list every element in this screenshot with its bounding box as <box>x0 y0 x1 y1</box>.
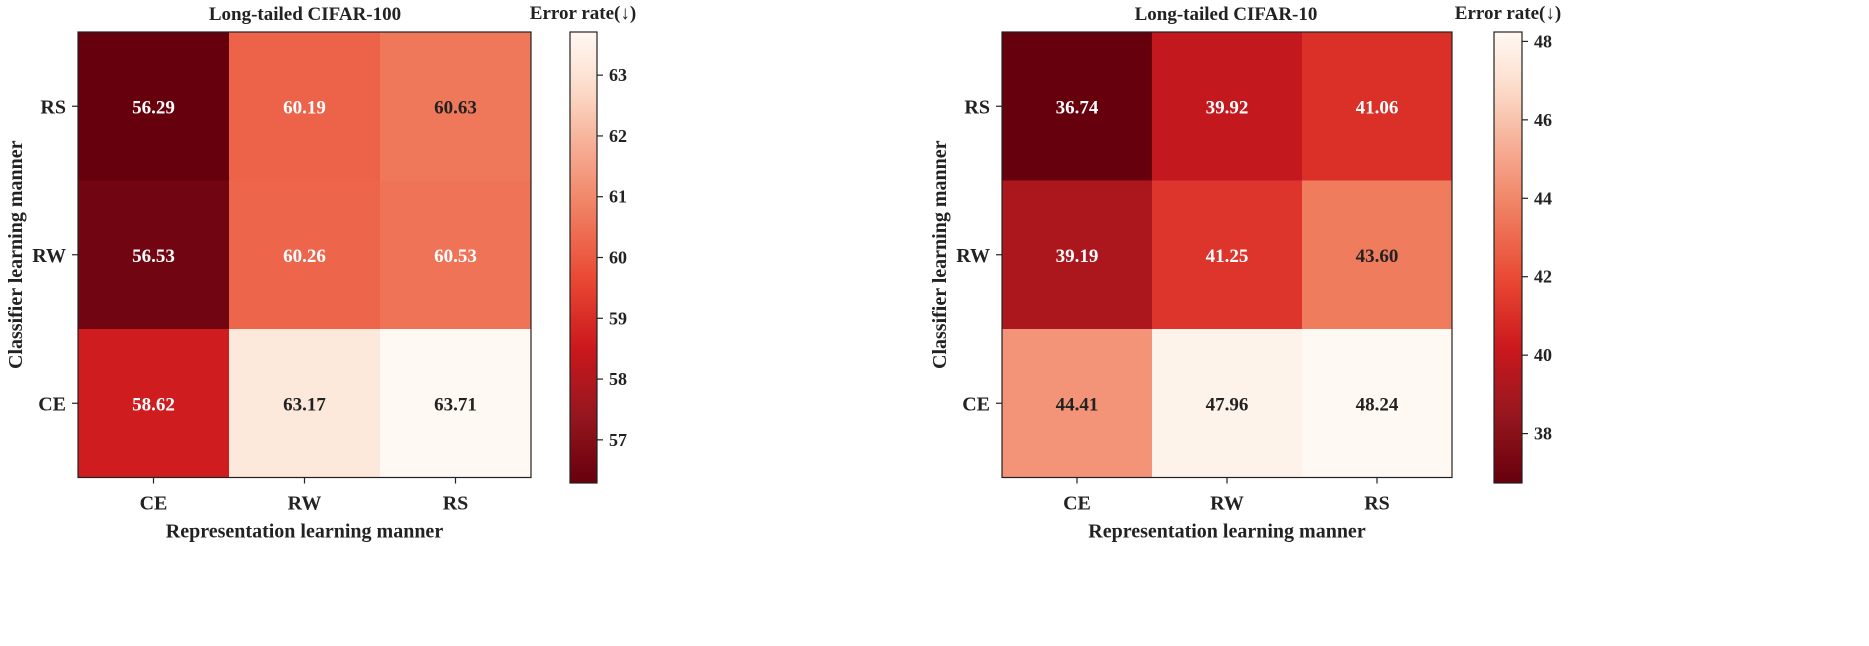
colorbar-tick-label: 63 <box>609 65 627 85</box>
y-axis-label: Classifier learning manner <box>929 140 951 369</box>
heatmap-panel-2: 36.74 39.92 41.06 39.19 41.25 43.60 44.41 47.96… <box>929 3 1561 543</box>
cell-value-label: 60.53 <box>434 246 477 267</box>
y-tick-label: CE <box>962 393 990 415</box>
cell-value-label: 58.62 <box>132 394 175 415</box>
cell-value-label: 36.74 <box>1056 97 1099 118</box>
colorbar-tick-label: 40 <box>1534 345 1552 365</box>
cell-value-label: 43.60 <box>1356 246 1399 267</box>
heatmap-cell <box>380 180 532 330</box>
cell-value-label: 39.19 <box>1056 246 1099 267</box>
y-tick-label: RW <box>956 245 990 267</box>
chart-title: Long-tailed CIFAR-10 <box>1135 4 1318 25</box>
colorbar-tick-label: 44 <box>1534 188 1552 208</box>
heatmap-cell <box>1002 180 1153 330</box>
heatmap-cell <box>1152 329 1303 478</box>
cell-value-label: 41.06 <box>1356 97 1399 118</box>
heatmap-cell <box>78 32 230 181</box>
cell-value-label: 39.92 <box>1206 97 1249 118</box>
cell-value-label: 60.19 <box>283 97 326 118</box>
y-tick-label: RS <box>964 96 990 118</box>
cell-value-label: 47.96 <box>1206 394 1249 415</box>
heatmap-panel-1: 56.29 60.19 60.63 56.53 60.26 60.53 58.62 63.17… <box>5 3 636 543</box>
x-tick-label: RW <box>288 493 322 515</box>
colorbar-label: Error rate(↓) <box>530 3 636 24</box>
colorbar-tick-label: 38 <box>1534 424 1552 444</box>
x-tick-label: CE <box>1063 493 1091 515</box>
cell-value-label: 60.63 <box>434 97 477 118</box>
colorbar-tick-label: 62 <box>609 126 627 146</box>
x-tick-label: CE <box>140 493 168 515</box>
heatmap-cell <box>1152 180 1303 330</box>
heatmap-cell <box>1302 180 1453 330</box>
colorbar-tick-label: 57 <box>609 430 627 450</box>
colorbar-tick-label: 59 <box>609 308 627 328</box>
heatmap-cell <box>1302 32 1453 181</box>
heatmap-cell <box>380 329 532 478</box>
chart-title: Long-tailed CIFAR-100 <box>209 4 401 25</box>
y-tick-label: RW <box>32 245 66 267</box>
x-axis-label: Representation learning manner <box>166 521 444 543</box>
y-tick-label: RS <box>40 96 66 118</box>
colorbar <box>569 31 598 484</box>
heatmap-cell <box>229 329 381 478</box>
x-tick-label: RS <box>443 493 469 515</box>
heatmap-cell <box>380 32 532 181</box>
heatmap-cell <box>78 180 230 330</box>
y-axis-label: Classifier learning manner <box>5 140 27 369</box>
x-tick-label: RW <box>1210 493 1244 515</box>
y-tick-label: CE <box>38 393 66 415</box>
colorbar-tick-label: 61 <box>609 187 627 207</box>
colorbar-tick-label: 46 <box>1534 110 1552 130</box>
cell-value-label: 63.17 <box>283 394 326 415</box>
heatmap-cell <box>1002 32 1153 181</box>
colorbar-label: Error rate(↓) <box>1455 3 1561 24</box>
heatmap-cell <box>1302 329 1453 478</box>
x-axis-label: Representation learning manner <box>1088 521 1366 543</box>
heatmap-cell <box>78 329 230 478</box>
heatmap-cell <box>229 32 381 181</box>
heatmap-cell <box>1002 329 1153 478</box>
cell-value-label: 48.24 <box>1356 394 1399 415</box>
heatmap-cell <box>1152 32 1303 181</box>
colorbar-tick-label: 42 <box>1534 267 1552 287</box>
x-tick-label: RS <box>1364 493 1390 515</box>
cell-value-label: 44.41 <box>1056 394 1099 415</box>
heatmap-cell <box>229 180 381 330</box>
cell-value-label: 56.53 <box>132 246 175 267</box>
cell-value-label: 60.26 <box>283 246 326 267</box>
cell-value-label: 56.29 <box>132 97 175 118</box>
colorbar-tick-label: 58 <box>609 369 627 389</box>
cell-value-label: 41.25 <box>1206 246 1249 267</box>
colorbar-tick-label: 60 <box>609 248 627 268</box>
colorbar-tick-label: 48 <box>1534 31 1552 51</box>
cell-value-label: 63.71 <box>434 394 477 415</box>
colorbar <box>1493 31 1523 484</box>
